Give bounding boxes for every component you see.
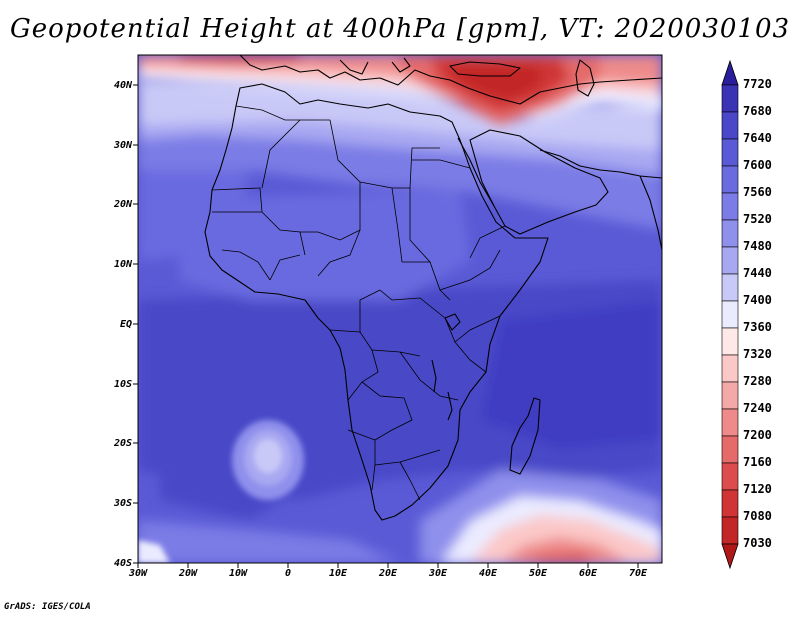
colorbar-label: 7160 [743,455,772,469]
colorbar-label: 7200 [743,428,772,442]
colorbar-label: 7240 [743,401,772,415]
map-frame [137,54,663,564]
lat-label: 30N [113,140,133,151]
colorbar-bin [721,84,739,113]
colorbar-label: 7520 [743,212,772,226]
lat-label: 40N [114,80,133,91]
colorbar-label: 7360 [743,320,772,334]
colorbar-label: 7720 [743,77,772,91]
axis-ticks [133,84,639,568]
lon-label: 10W [229,568,248,579]
lat-label: 10S [114,379,132,390]
lon-label: 10E [329,568,348,579]
colorbar-label: 7680 [743,104,772,118]
software-credit: GrADS: IGES/COLA [4,602,91,612]
colorbar-bin [721,219,739,248]
colorbar-label: 7400 [743,293,772,307]
contour-field [138,55,662,563]
lon-label: 20W [178,568,198,579]
colorbar-label: 7440 [743,266,772,280]
lon-labels: 30W 20W 10W 0 10E 20E 30E 40E 50E 60E 70… [128,568,648,579]
colorbar-bin [721,246,739,275]
lat-label: 20S [113,438,132,449]
colorbar-bin [721,435,739,464]
colorbar-bin [721,408,739,437]
colorbar-bin [721,354,739,383]
lon-label: 40E [479,568,498,579]
lon-label: 30W [128,568,148,579]
colorbar-bin [721,273,739,302]
colorbar-label: 7480 [743,239,772,253]
lat-labels: 40N 30N 20N 10N EQ 10S 20S 30S 40S [113,80,133,569]
lon-label: 20E [378,568,398,579]
colorbar-label: 7030 [743,536,772,550]
colorbar-bin [721,381,739,410]
lat-label: 20N [113,199,133,210]
colorbar-label: 7560 [743,185,772,199]
coastlines [204,55,662,521]
colorbar-labels: 7720 7680 7640 7600 7560 7520 7480 7440 … [743,77,772,550]
lon-label: 0 [285,568,291,579]
colorbar-label: 7320 [743,347,772,361]
colorbar-label: 7280 [743,374,772,388]
chart-title: Geopotential Height at 400hPa [gpm], VT:… [9,14,791,44]
country-borders [211,105,506,501]
lat-label: 40S [114,558,132,569]
lat-label: EQ [120,319,132,330]
lat-label: 10N [114,259,133,270]
colorbar-bottom-arrow [721,543,739,570]
colorbar-bin [721,300,739,329]
colorbar-bin [721,327,739,356]
lon-label: 30E [428,568,448,579]
lon-label: 50E [529,568,548,579]
colorbar-bin [721,516,739,545]
colorbar-label: 7120 [743,482,772,496]
colorbar-top-arrow [721,59,739,86]
colorbar-bin [721,165,739,194]
colorbar-bin [721,111,739,140]
colorbar-label: 7600 [743,158,772,172]
colorbar-bin [721,489,739,518]
lon-label: 70E [629,568,648,579]
colorbar [721,59,739,570]
lon-label: 60E [579,568,598,579]
colorbar-label: 7640 [743,131,772,145]
colorbar-bin [721,192,739,221]
colorbar-label: 7080 [743,509,772,523]
lat-label: 30S [113,498,132,509]
colorbar-bin [721,138,739,167]
colorbar-bin [721,462,739,491]
